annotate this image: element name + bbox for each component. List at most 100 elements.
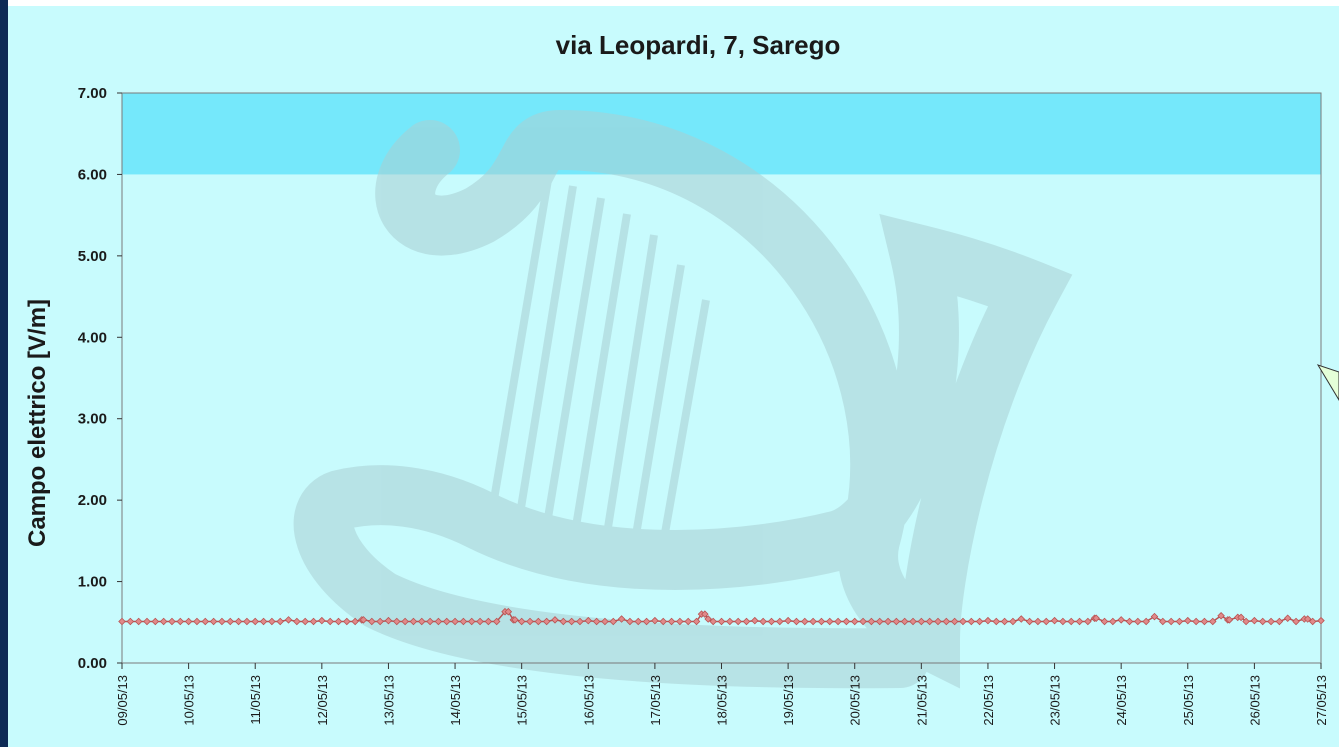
data-point [176,617,185,626]
data-point [426,617,434,626]
data-point [1017,615,1026,623]
x-tick-label: 23/05/13 [1048,675,1063,726]
data-point [875,617,884,626]
data-point [1025,617,1034,626]
y-tick-label: 5.00 [78,248,107,265]
x-tick-label: 12/05/13 [315,675,330,726]
data-point [1175,617,1184,626]
data-point [734,617,742,626]
data-point [1184,616,1192,625]
data-point [401,617,409,626]
data-point [684,617,692,626]
data-point [551,616,559,624]
data-point [759,617,767,626]
data-point [467,617,476,626]
data-point [534,617,543,626]
data-point [626,617,634,626]
data-point [168,617,176,626]
x-tick-label: 26/05/13 [1247,675,1262,726]
data-point [442,617,451,626]
data-point [1200,617,1209,626]
data-point [584,616,593,625]
data-point [259,617,268,626]
data-point [1117,616,1125,624]
data-point [309,617,318,626]
data-point [226,617,235,626]
data-point [417,617,426,626]
data-point [709,617,717,626]
data-point [201,617,210,626]
data-point [659,617,667,626]
x-tick-label: 17/05/13 [648,675,663,726]
watermark-harp-frame [293,109,1073,689]
watermark-harp-string-3 [539,197,605,549]
data-point [459,617,468,626]
data-point [1059,617,1067,626]
x-tick-label: 10/05/13 [182,675,197,726]
data-point [143,617,151,626]
data-point [301,617,309,626]
x-tick-label: 18/05/13 [715,675,730,726]
data-point [925,617,934,626]
data-point [850,617,859,626]
data-point [967,617,976,626]
data-point [409,617,418,626]
data-point [218,617,226,626]
data-point [184,617,193,626]
data-point [1125,617,1134,626]
data-point [692,617,701,626]
data-point [368,617,376,626]
data-point [634,617,643,626]
x-tick-label: 19/05/13 [781,675,796,726]
x-tick-label: 22/05/13 [981,675,996,726]
data-point [959,617,967,626]
data-point [1000,617,1009,626]
data-point [751,616,759,625]
data-point [609,617,618,626]
data-point [318,616,326,625]
data-point [1250,616,1259,625]
data-point [942,617,951,626]
data-point [504,607,513,616]
data-point [1042,617,1050,626]
data-point [484,617,493,626]
data-point [326,617,334,626]
data-point [1317,616,1325,625]
data-point [559,617,568,626]
data-point [817,617,826,626]
data-point [268,617,276,626]
watermark-harp-string-2 [511,185,577,546]
data-point [842,617,851,626]
data-point [343,617,351,626]
data-point [1308,617,1317,626]
x-tick-label: 21/05/13 [914,675,929,726]
data-point [542,617,551,626]
data-point [726,617,734,626]
data-point [1225,616,1234,624]
data-point [917,617,926,626]
x-tick-label: 15/05/13 [515,675,530,726]
left-edge-bar [0,0,8,747]
data-point [867,617,876,626]
data-point [676,617,684,626]
watermark-harp-string-5 [600,234,658,554]
data-point [1159,617,1167,626]
data-point [334,617,343,626]
data-point [1208,617,1217,626]
data-point [1237,613,1245,622]
data-point [1067,617,1075,626]
data-point [1275,617,1284,626]
data-point [717,617,726,626]
data-point [526,617,534,626]
data-point [701,610,709,618]
data-point [742,617,751,626]
data-point [825,617,834,626]
data-point [1092,614,1100,622]
data-point [1034,617,1042,626]
y-tick-label: 2.00 [78,492,107,509]
data-point [1303,615,1312,623]
y-tick-label: 7.00 [78,85,107,102]
x-tick-label: 24/05/13 [1114,675,1129,726]
data-point [651,616,659,625]
